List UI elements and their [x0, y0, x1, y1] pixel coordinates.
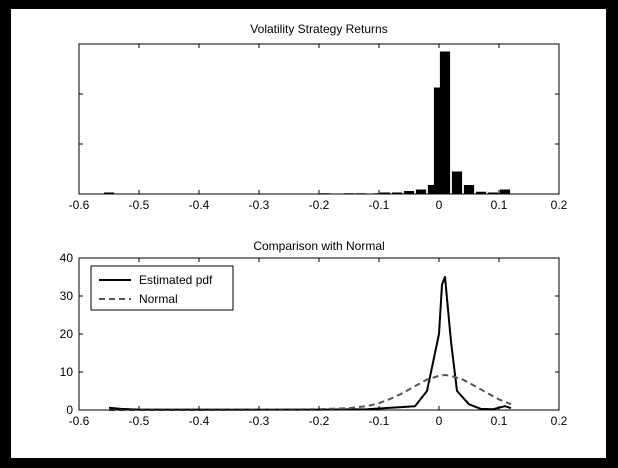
x-tick-label: -0.6 [69, 414, 90, 428]
legend: Estimated pdf Normal [90, 265, 234, 311]
plot-area [78, 43, 560, 195]
histogram-bar [427, 185, 439, 194]
x-tick-label: -0.5 [129, 414, 150, 428]
chart-title: Volatility Strategy Returns [250, 22, 387, 36]
x-tick-label: -0.2 [309, 198, 330, 212]
y-axis-ticks: 0 10 20 30 40 [60, 251, 559, 417]
x-tick-label: 0 [436, 198, 443, 212]
y-tick-label: 40 [60, 251, 74, 265]
y-tick-label: 30 [60, 289, 74, 303]
figure-window: Volatility Strategy Returns -0.6 -0.5 -0.4… [11, 9, 606, 458]
x-tick-label: -0.1 [369, 198, 390, 212]
x-axis-ticks: -0.6 -0.5 -0.4 -0.3 -0.2 -0.1 0 0.1 0.2 [69, 44, 568, 212]
histogram-bar [403, 191, 415, 194]
histogram-bar [379, 192, 391, 194]
x-tick-label: -0.4 [189, 414, 210, 428]
legend-label-normal: Normal [139, 292, 178, 306]
x-tick-label: 0.1 [491, 198, 508, 212]
x-tick-label: -0.3 [249, 198, 270, 212]
histogram-bar [487, 192, 499, 194]
x-tick-label: 0.2 [551, 414, 568, 428]
x-tick-label: -0.4 [189, 198, 210, 212]
histogram-bar [451, 171, 463, 194]
x-tick-label: -0.2 [309, 414, 330, 428]
figure: Volatility Strategy Returns -0.6 -0.5 -0.4… [60, 22, 568, 428]
x-tick-label: 0 [436, 414, 443, 428]
x-tick-label: -0.3 [249, 414, 270, 428]
y-tick-label: 0 [66, 403, 73, 417]
x-tick-label: -0.1 [369, 414, 390, 428]
histogram-bar [103, 192, 115, 194]
y-tick-label: 10 [60, 365, 74, 379]
x-tick-label: 0.2 [551, 198, 568, 212]
histogram-bar [439, 51, 451, 194]
y-tick-label: 20 [60, 327, 74, 341]
histogram-bar [499, 189, 511, 194]
legend-label-estimated-pdf: Estimated pdf [139, 273, 213, 287]
histogram-bar [475, 191, 487, 194]
histogram-chart: Volatility Strategy Returns -0.6 -0.5 -0.4… [69, 22, 568, 212]
comparison-chart: Comparison with Normal -0.6 -0.5 -0.4 -0.3-… [60, 239, 568, 428]
histogram-bars [103, 51, 511, 194]
series-line-normal [109, 374, 512, 411]
histogram-bar [415, 189, 427, 194]
histogram-bar [463, 185, 475, 194]
x-axis-ticks: -0.6 -0.5 -0.4 -0.3 -0.2 -0.1 0 0.1 0.2 [69, 258, 568, 428]
histogram-bar [433, 87, 445, 194]
chart-title: Comparison with Normal [253, 239, 384, 253]
y-axis-ticks [79, 43, 559, 195]
histogram-bar [391, 192, 403, 194]
legend-box [90, 265, 234, 311]
x-tick-label: -0.6 [69, 198, 90, 212]
x-tick-label: 0.1 [491, 414, 508, 428]
x-tick-label: -0.5 [129, 198, 150, 212]
